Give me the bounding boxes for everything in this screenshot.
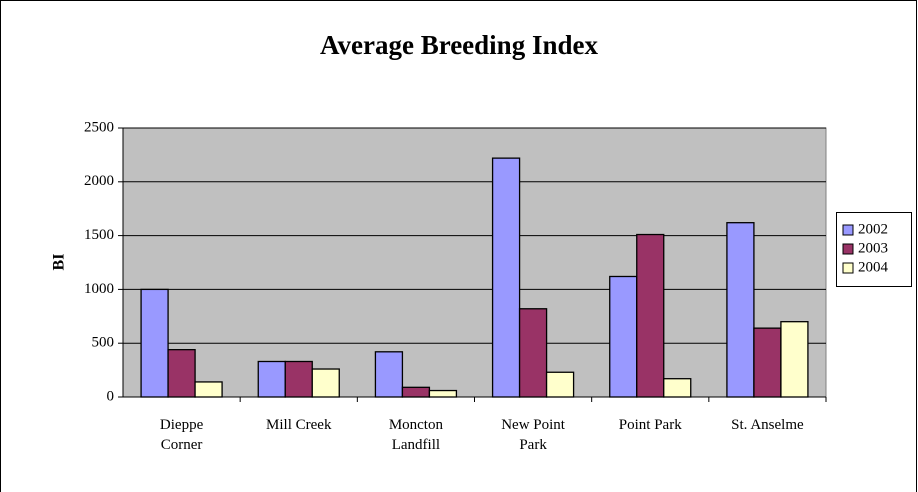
bar	[780, 321, 809, 398]
chart-title: Average Breeding Index	[320, 30, 598, 60]
bar	[726, 222, 755, 398]
y-tick-label: 2000	[84, 173, 114, 189]
bar	[609, 275, 638, 398]
x-tick-label: Moncton Landfill	[388, 417, 443, 453]
bar	[311, 368, 340, 398]
legend-swatch	[842, 224, 854, 236]
y-tick-label: 2500	[84, 119, 114, 135]
legend-label: 2003	[858, 240, 888, 256]
bar	[753, 327, 782, 398]
y-tick-label: 1000	[84, 281, 114, 297]
bar	[428, 389, 458, 398]
legend-label: 2002	[858, 221, 888, 237]
bar	[194, 381, 223, 398]
legend-swatch	[842, 262, 854, 274]
bar	[663, 378, 692, 398]
bar	[401, 386, 431, 398]
legend-swatch	[842, 243, 854, 255]
x-tick-label: Dieppe Corner	[159, 417, 204, 453]
y-tick-label: 0	[107, 388, 115, 404]
bar	[140, 288, 169, 398]
bar	[374, 351, 404, 398]
y-tick-label: 1500	[84, 227, 114, 243]
bar	[518, 308, 548, 398]
plot-area	[122, 127, 827, 398]
x-tick-label: New Point Park	[501, 417, 565, 453]
bar	[257, 360, 286, 398]
x-tick-label: Mill Creek	[266, 417, 332, 433]
bar	[284, 360, 313, 398]
y-tick-label: 500	[92, 335, 115, 351]
bar	[491, 157, 521, 398]
bar	[636, 233, 665, 398]
x-tick-label: Point Park	[618, 417, 682, 433]
legend-label: 2004	[858, 259, 889, 275]
y-axis-label: BI	[51, 254, 68, 271]
bar	[545, 371, 575, 398]
bar	[167, 349, 196, 398]
x-tick-label: St. Anselme	[731, 417, 804, 433]
